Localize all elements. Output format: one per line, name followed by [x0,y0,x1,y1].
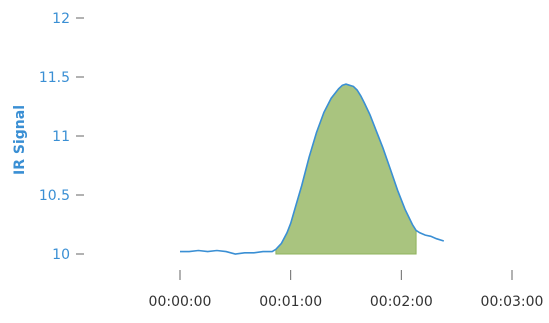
y-tick-label: 11 [52,129,70,145]
x-tick-label: 00:01:00 [259,294,322,310]
shaded-area-layer [275,83,417,255]
y-tick-label: 11.5 [39,70,70,86]
series-line [180,83,445,255]
x-tick-label: 00:00:00 [149,294,212,310]
x-tick-label: 00:02:00 [370,294,433,310]
series-line-layer [180,83,445,255]
shaded-area [275,83,417,255]
y-tick-label: 12 [52,11,70,27]
y-tick-label: 10 [52,247,70,263]
y-axis-title: IR Signal [12,105,28,175]
y-axis: 10 10.5 11 11.5 12 [39,11,84,263]
y-tick-label: 10.5 [39,188,70,204]
x-axis: 00:00:00 00:01:00 00:02:00 00:03:00 [149,270,544,310]
x-tick-label: 00:03:00 [481,294,544,310]
